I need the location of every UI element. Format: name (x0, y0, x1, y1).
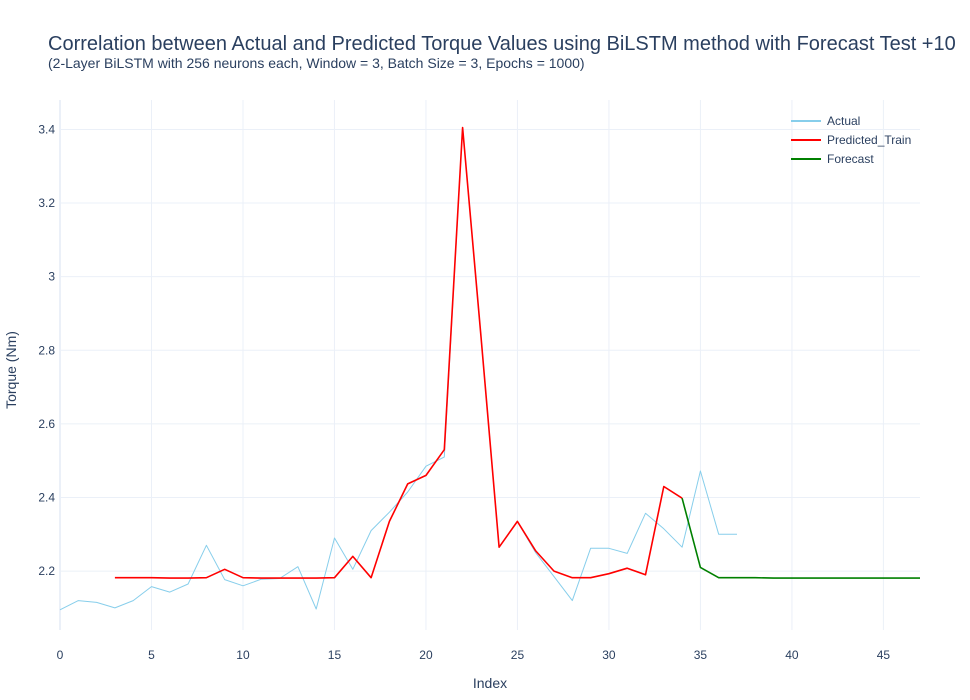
chart-title: Correlation between Actual and Predicted… (48, 33, 956, 55)
y-tick-label: 3 (48, 270, 55, 284)
legend-label[interactable]: Forecast (827, 152, 874, 166)
series-line-predicted-train (114, 126, 683, 579)
legend-label[interactable]: Actual (827, 114, 860, 128)
series-line-forecast (681, 497, 920, 579)
legend[interactable]: Actual Predicted_Train Forecast (791, 114, 911, 166)
y-tick-label: 2.2 (38, 564, 55, 578)
x-tick-label: 20 (419, 648, 433, 662)
x-tick-label: 15 (328, 648, 342, 662)
legend-label[interactable]: Predicted_Train (827, 133, 911, 147)
y-tick-label: 2.8 (38, 343, 55, 357)
chart-subtitle: (2-Layer BiLSTM with 256 neurons each, W… (48, 55, 585, 71)
series-layer (59, 126, 920, 611)
y-tick-label: 2.4 (38, 491, 55, 505)
y-tick-label: 3.2 (38, 196, 55, 210)
x-tick-label: 35 (694, 648, 708, 662)
x-tick-label: 45 (877, 648, 891, 662)
x-tick-label: 10 (236, 648, 250, 662)
tick-labels: 0 5 10 15 20 25 30 35 40 45 2.2 2.4 2.6 2.8 3 3.2 3.4 (38, 122, 890, 662)
y-tick-label: 2.6 (38, 417, 55, 431)
x-tick-label: 25 (511, 648, 525, 662)
x-tick-label: 0 (57, 648, 64, 662)
y-tick-label: 3.4 (38, 122, 55, 136)
series-line-actual (59, 127, 737, 611)
x-tick-label: 40 (785, 648, 799, 662)
x-tick-label: 30 (602, 648, 616, 662)
x-tick-label: 5 (148, 648, 155, 662)
y-axis-title: Torque (Nm) (3, 331, 19, 409)
grid-lines (60, 100, 920, 630)
x-axis-title: Index (473, 675, 507, 691)
